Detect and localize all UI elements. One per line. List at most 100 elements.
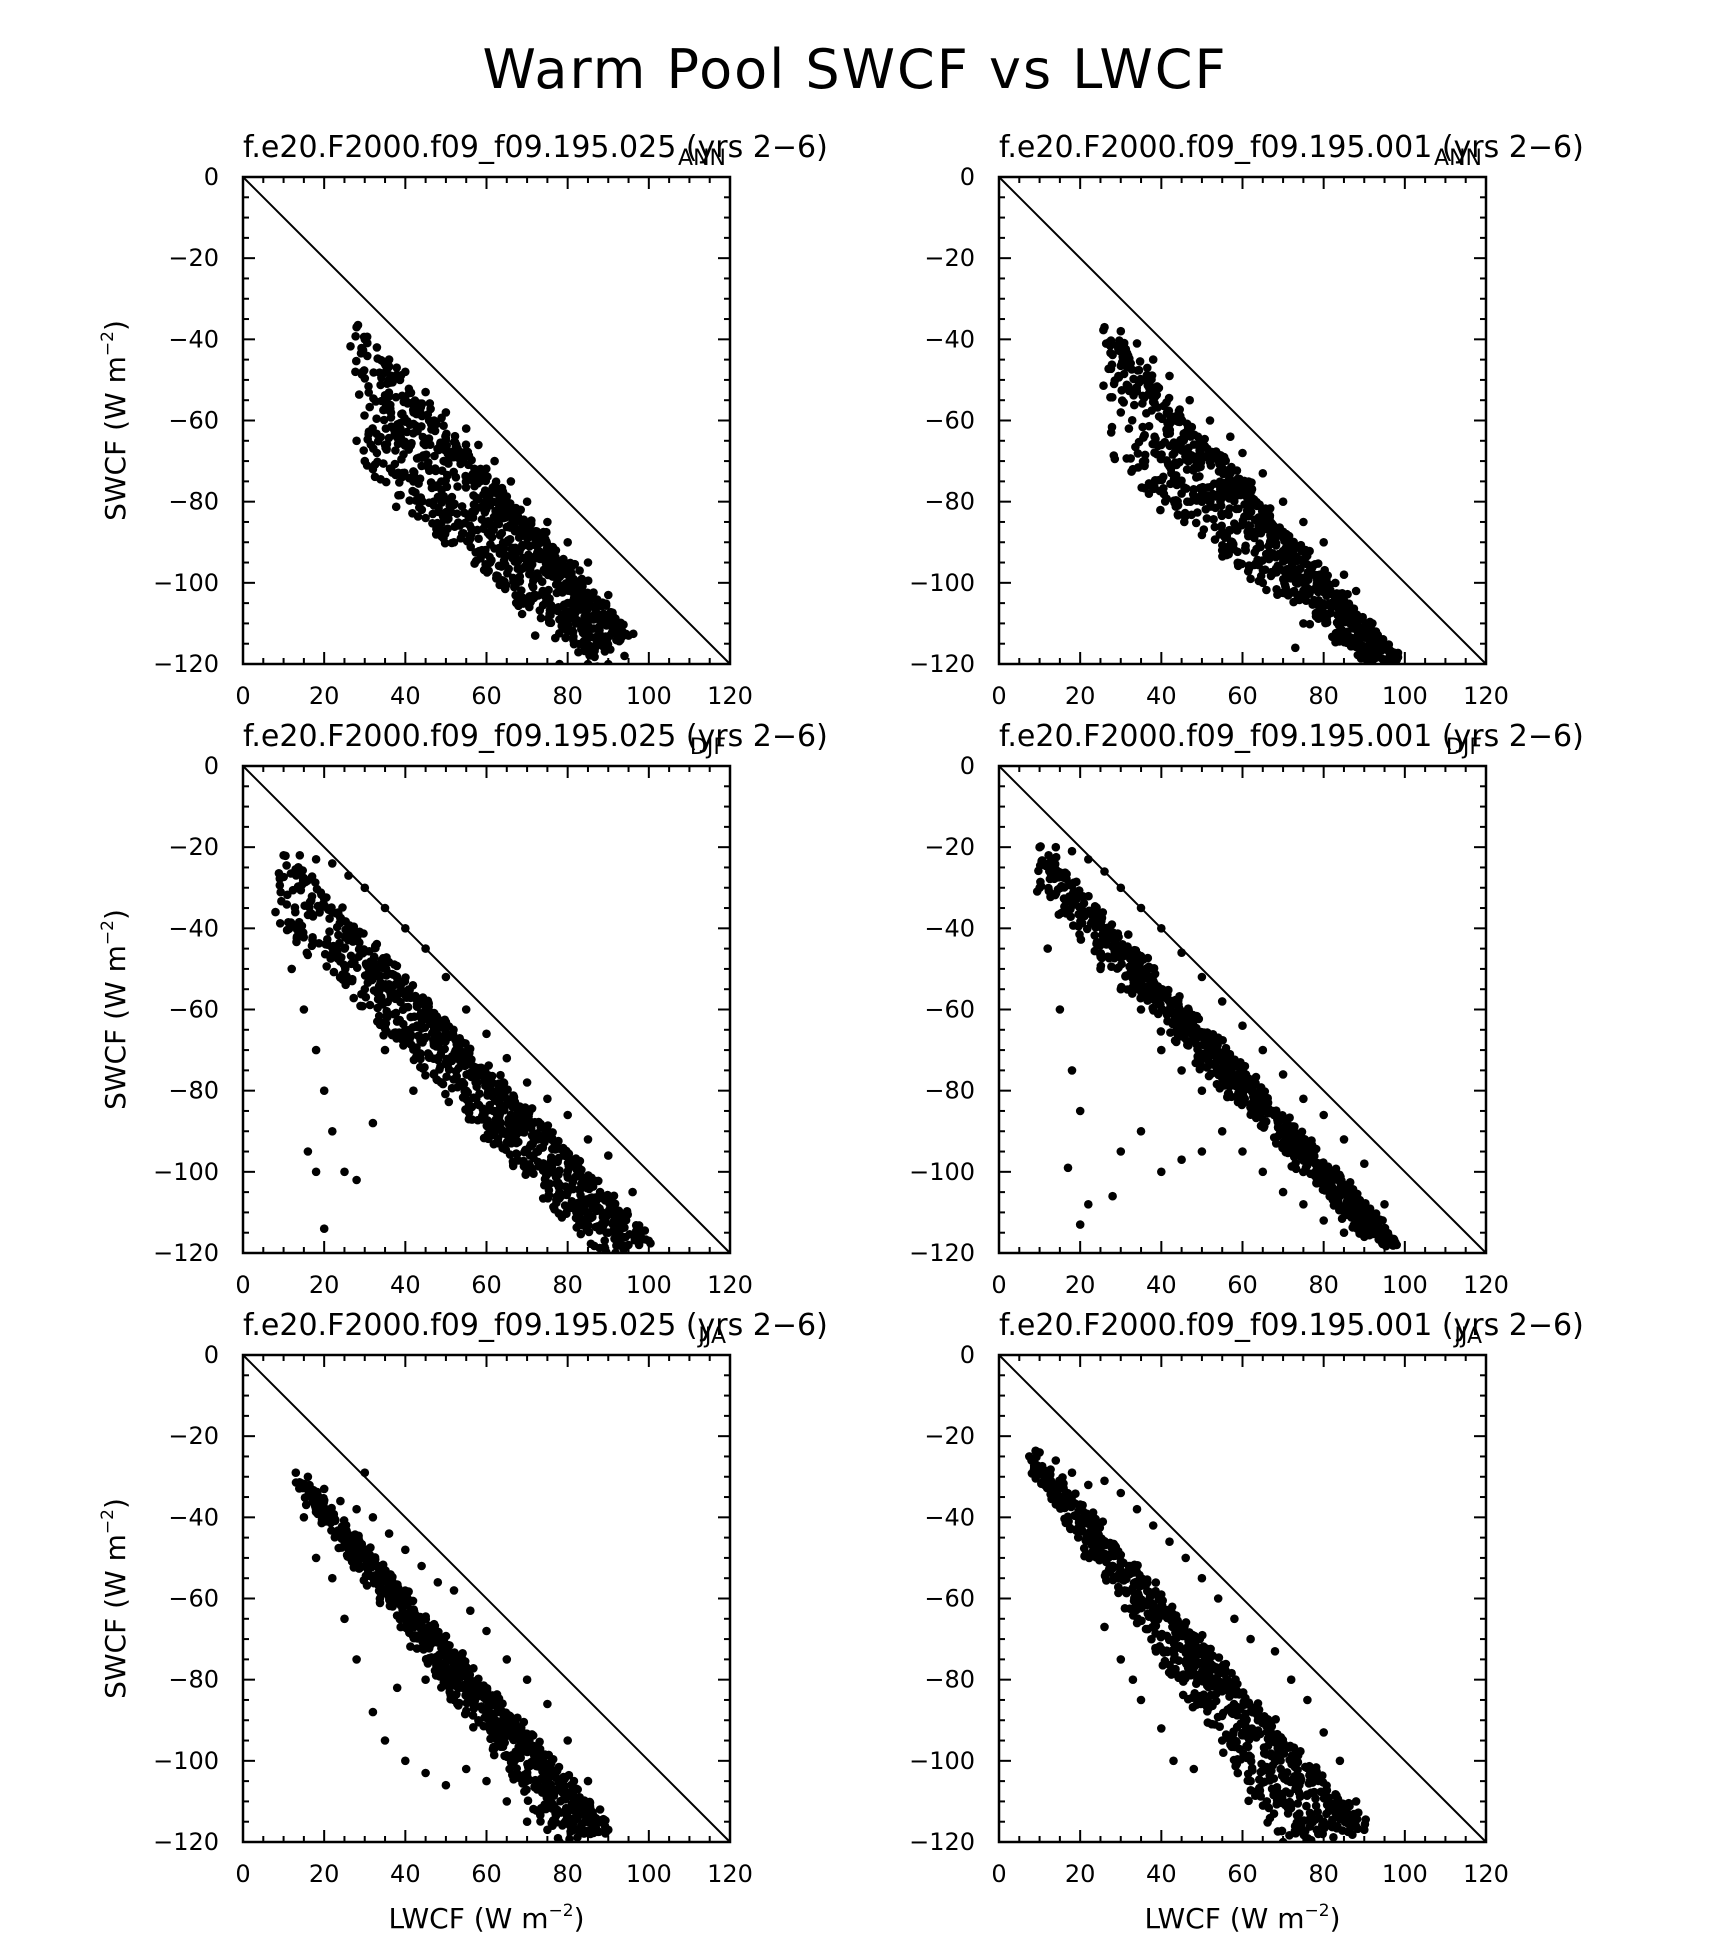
data-point — [576, 1166, 585, 1176]
data-point — [1365, 646, 1375, 655]
y-tick-label: −80 — [168, 488, 219, 516]
data-point — [543, 1125, 552, 1135]
data-point — [1117, 959, 1126, 969]
data-point — [601, 599, 611, 608]
data-point — [1124, 386, 1134, 396]
data-point — [1171, 995, 1180, 1005]
data-point — [471, 556, 481, 566]
data-point — [522, 1817, 532, 1826]
data-point — [514, 533, 524, 542]
data-point — [1179, 436, 1189, 445]
data-point — [1117, 982, 1126, 992]
data-point — [495, 530, 505, 540]
data-point — [1113, 949, 1122, 958]
data-point — [406, 1012, 416, 1022]
data-point — [584, 1184, 594, 1194]
data-point — [1283, 1135, 1293, 1145]
data-point — [475, 1063, 484, 1073]
data-point — [1258, 1045, 1268, 1055]
data-point — [502, 1053, 512, 1063]
data-point — [396, 490, 405, 500]
data-point — [563, 1736, 572, 1745]
data-point — [498, 510, 507, 519]
y-tick-label: 0 — [204, 752, 219, 780]
y-tick-label: 0 — [204, 163, 219, 191]
x-tick-label: 0 — [235, 1271, 250, 1299]
data-point — [623, 1210, 632, 1219]
data-point — [484, 1071, 493, 1080]
data-point — [566, 558, 575, 568]
data-point — [440, 538, 450, 548]
data-point — [282, 925, 292, 935]
data-point — [307, 892, 317, 901]
x-tick-label: 0 — [991, 682, 1006, 710]
data-point — [421, 1071, 430, 1080]
y-tick-label: −20 — [168, 833, 219, 861]
data-point — [528, 1731, 538, 1740]
data-point — [1209, 479, 1219, 489]
data-point — [453, 443, 462, 453]
data-point — [1192, 496, 1201, 505]
data-point — [523, 1796, 533, 1805]
data-point — [572, 615, 582, 625]
x-tick-label: 40 — [390, 682, 421, 710]
data-point — [348, 937, 358, 946]
data-point — [535, 1143, 545, 1153]
data-point — [480, 498, 490, 507]
data-point — [577, 624, 586, 634]
data-point — [570, 591, 580, 601]
data-point — [449, 452, 458, 462]
data-point — [1278, 1070, 1288, 1079]
data-point — [1224, 1088, 1234, 1098]
y-tick-label: 0 — [960, 752, 975, 780]
data-point — [464, 1045, 473, 1054]
data-point — [543, 1094, 552, 1104]
data-point — [447, 1052, 457, 1061]
data-point — [395, 1015, 405, 1025]
data-point — [1197, 1147, 1207, 1156]
data-point — [547, 1135, 557, 1145]
data-point — [1331, 601, 1341, 611]
data-point — [480, 486, 490, 495]
data-point — [1378, 1216, 1387, 1225]
data-point — [1150, 398, 1159, 408]
data-point — [1051, 852, 1061, 862]
y-tick-label: −120 — [909, 650, 975, 678]
data-point — [1183, 497, 1192, 507]
data-point — [525, 1142, 535, 1151]
data-point — [508, 1161, 518, 1171]
season-label: ANN — [678, 146, 726, 171]
data-point — [1175, 405, 1184, 414]
data-point — [582, 612, 591, 621]
data-point — [436, 1062, 445, 1071]
data-point — [1098, 908, 1108, 917]
data-point — [590, 646, 599, 656]
data-point — [365, 402, 375, 412]
data-point — [311, 1553, 321, 1563]
data-point — [569, 1175, 578, 1184]
data-point — [1310, 1171, 1319, 1180]
data-point — [542, 527, 551, 537]
data-point — [1138, 399, 1147, 408]
data-point — [352, 436, 361, 446]
data-point — [314, 939, 324, 948]
data-point — [1204, 1039, 1214, 1048]
data-point — [586, 1173, 595, 1182]
data-point — [392, 961, 402, 971]
data-point — [604, 1205, 614, 1215]
data-point — [1116, 361, 1126, 371]
data-point — [1067, 1066, 1077, 1075]
data-point — [1116, 408, 1126, 417]
data-point — [351, 367, 360, 377]
data-point — [455, 521, 465, 530]
y-tick-label: −100 — [909, 569, 975, 597]
data-point — [400, 1622, 410, 1632]
data-point — [1208, 489, 1218, 499]
data-point — [593, 637, 602, 647]
data-point — [1176, 1008, 1186, 1018]
data-point — [1127, 467, 1136, 476]
data-point — [527, 1104, 537, 1113]
data-point — [1134, 378, 1144, 388]
data-point — [587, 1193, 597, 1202]
x-tick-label: 40 — [1146, 682, 1177, 710]
